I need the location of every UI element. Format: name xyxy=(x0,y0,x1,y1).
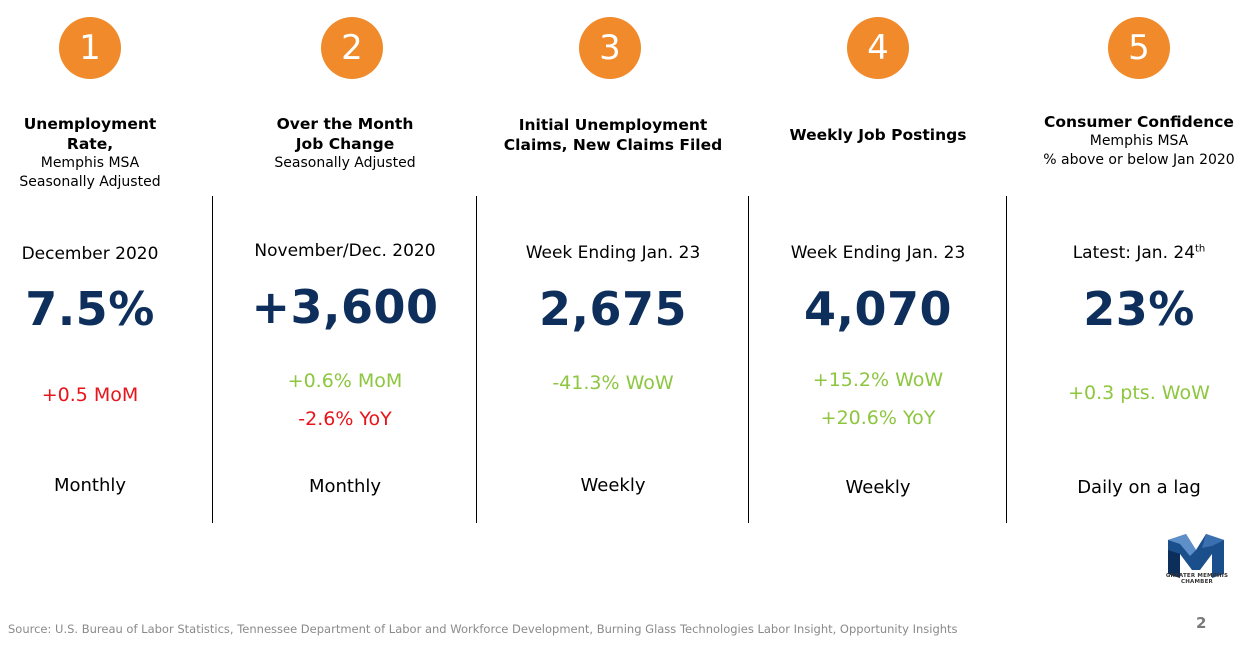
metric-frequency: Daily on a lag xyxy=(1077,477,1201,498)
metric-title: Weekly Job Postings xyxy=(789,126,967,144)
metric-period-text: Latest: Jan. 24 xyxy=(1072,243,1196,263)
metric-title: Consumer Confidence xyxy=(1044,113,1234,131)
metric-header: Weekly Job Postings xyxy=(768,125,988,145)
metric-subtitle: Memphis MSA xyxy=(1089,133,1189,149)
column-divider xyxy=(748,196,749,523)
column-divider xyxy=(476,196,477,523)
metric-frequency: Weekly xyxy=(845,477,911,498)
metric-value: +3,600 xyxy=(251,280,439,334)
number-badge: 1 xyxy=(59,17,121,79)
metric-header: Consumer Confidence Memphis MSA % above … xyxy=(1030,112,1248,170)
metric-title: Initial Unemployment xyxy=(518,116,708,134)
metric-column-job-postings: 4 Weekly Job Postings Week Ending Jan. 2… xyxy=(768,0,988,520)
metric-change-2: +20.6% YoY xyxy=(820,407,936,429)
logo-text: GREATER MEMPHIS CHAMBER xyxy=(1165,573,1229,585)
number-badge: 4 xyxy=(847,17,909,79)
metric-column-consumer-confidence: 5 Consumer Confidence Memphis MSA % abov… xyxy=(1030,0,1248,520)
metric-period: November/Dec. 2020 xyxy=(254,241,436,261)
metric-subtitle: Memphis MSA xyxy=(40,155,140,171)
metric-period: December 2020 xyxy=(21,244,159,264)
page-number: 2 xyxy=(1196,614,1207,632)
metric-title: Over the Month xyxy=(276,115,414,133)
column-divider xyxy=(212,196,213,523)
metric-frequency: Weekly xyxy=(580,475,646,496)
metric-column-job-change: 2 Over the Month Job Change Seasonally A… xyxy=(240,0,450,520)
m-logo-icon xyxy=(1168,534,1224,578)
metric-change: -41.3% WoW xyxy=(552,372,674,394)
number-badge: 5 xyxy=(1108,17,1170,79)
metric-change: +0.5 MoM xyxy=(41,384,139,406)
metric-value: 7.5% xyxy=(25,282,155,336)
metric-value: 4,070 xyxy=(803,282,952,336)
metric-change: +15.2% WoW xyxy=(812,369,944,391)
metric-header: Initial Unemployment Claims, New Claims … xyxy=(498,115,728,155)
metric-period: Latest: Jan. 24th xyxy=(1030,243,1248,263)
metric-value: 2,675 xyxy=(538,282,687,336)
metric-header: Over the Month Job Change Seasonally Adj… xyxy=(240,114,450,173)
metric-header: Unemployment Rate, Memphis MSA Seasonall… xyxy=(0,114,180,192)
metric-frequency: Monthly xyxy=(308,476,382,497)
metric-period: Week Ending Jan. 23 xyxy=(790,243,966,263)
column-divider xyxy=(1006,196,1007,523)
metric-subtitle-2: % above or below Jan 2020 xyxy=(1043,152,1235,168)
source-citation: Source: U.S. Bureau of Labor Statistics,… xyxy=(8,622,958,636)
metric-frequency: Monthly xyxy=(53,475,127,496)
metric-value: 23% xyxy=(1083,282,1195,336)
number-badge: 3 xyxy=(579,17,641,79)
metric-title: Unemployment Rate, xyxy=(23,115,157,153)
metric-subtitle-2: Seasonally Adjusted xyxy=(19,174,161,190)
metric-title-2: Claims, New Claims Filed xyxy=(503,136,723,154)
metric-period-sup: th xyxy=(1195,243,1206,255)
metric-change: +0.6% MoM xyxy=(287,370,403,392)
number-badge: 2 xyxy=(321,17,383,79)
metric-column-unemployment-rate: 1 Unemployment Rate, Memphis MSA Seasona… xyxy=(0,0,180,520)
metric-title-2: Job Change xyxy=(295,135,395,153)
metric-change: +0.3 pts. WoW xyxy=(1068,382,1210,404)
metric-column-unemployment-claims: 3 Initial Unemployment Claims, New Claim… xyxy=(498,0,728,520)
metric-change-2: -2.6% YoY xyxy=(298,408,392,430)
metric-subtitle: Seasonally Adjusted xyxy=(274,155,416,171)
metric-period: Week Ending Jan. 23 xyxy=(525,243,701,263)
